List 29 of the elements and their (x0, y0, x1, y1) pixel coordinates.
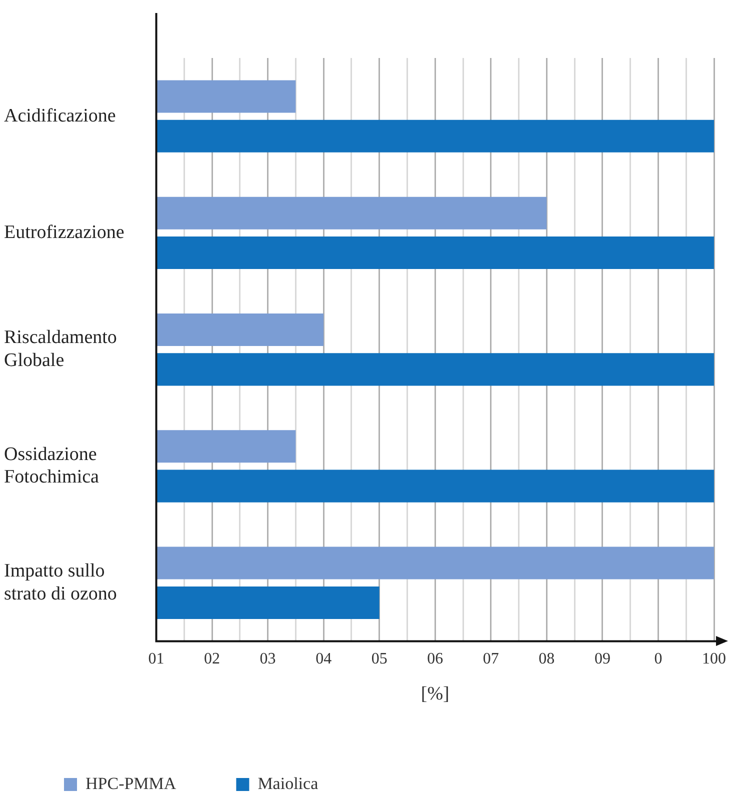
y-tick-label: Riscaldamento Globale (4, 327, 117, 371)
text: 06 (427, 650, 444, 668)
legend-label: HPC-PMMA (86, 774, 177, 793)
bar (157, 236, 714, 270)
y-tick-label: Eutrofizzazione (4, 222, 124, 243)
bar (157, 120, 714, 152)
text: 0 (654, 650, 662, 668)
y-tick-label: Ossidazione Fotochimica (4, 444, 100, 488)
legend-label: Maiolica (258, 774, 319, 793)
text: 07 (482, 650, 499, 668)
text: 08 (538, 650, 555, 668)
text: 100 (702, 650, 726, 668)
bar (157, 430, 296, 463)
bar (157, 314, 324, 346)
bar (157, 196, 547, 230)
text: 04 (316, 650, 332, 668)
text: 09 (594, 650, 610, 668)
text: 03 (260, 650, 276, 668)
bar (157, 353, 714, 386)
y-tick-label: Acidificazione (4, 105, 116, 126)
text: 05 (371, 650, 388, 668)
bar (157, 470, 714, 502)
bar (157, 546, 714, 580)
bar (157, 80, 296, 113)
x-axis-title: [%] (420, 684, 450, 705)
text: 02 (204, 650, 220, 668)
y-tick-label: Impatto sullo strato di ozono (4, 560, 117, 604)
text: 01 (148, 650, 164, 668)
bar (157, 586, 380, 619)
